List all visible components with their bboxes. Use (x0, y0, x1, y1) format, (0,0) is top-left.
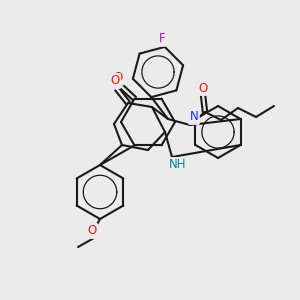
Text: O: O (198, 82, 208, 94)
Text: F: F (158, 32, 165, 45)
Text: N: N (190, 110, 198, 124)
Text: O: O (110, 74, 120, 88)
Text: NH: NH (169, 158, 187, 172)
Text: O: O (114, 71, 123, 84)
Text: O: O (87, 224, 97, 238)
